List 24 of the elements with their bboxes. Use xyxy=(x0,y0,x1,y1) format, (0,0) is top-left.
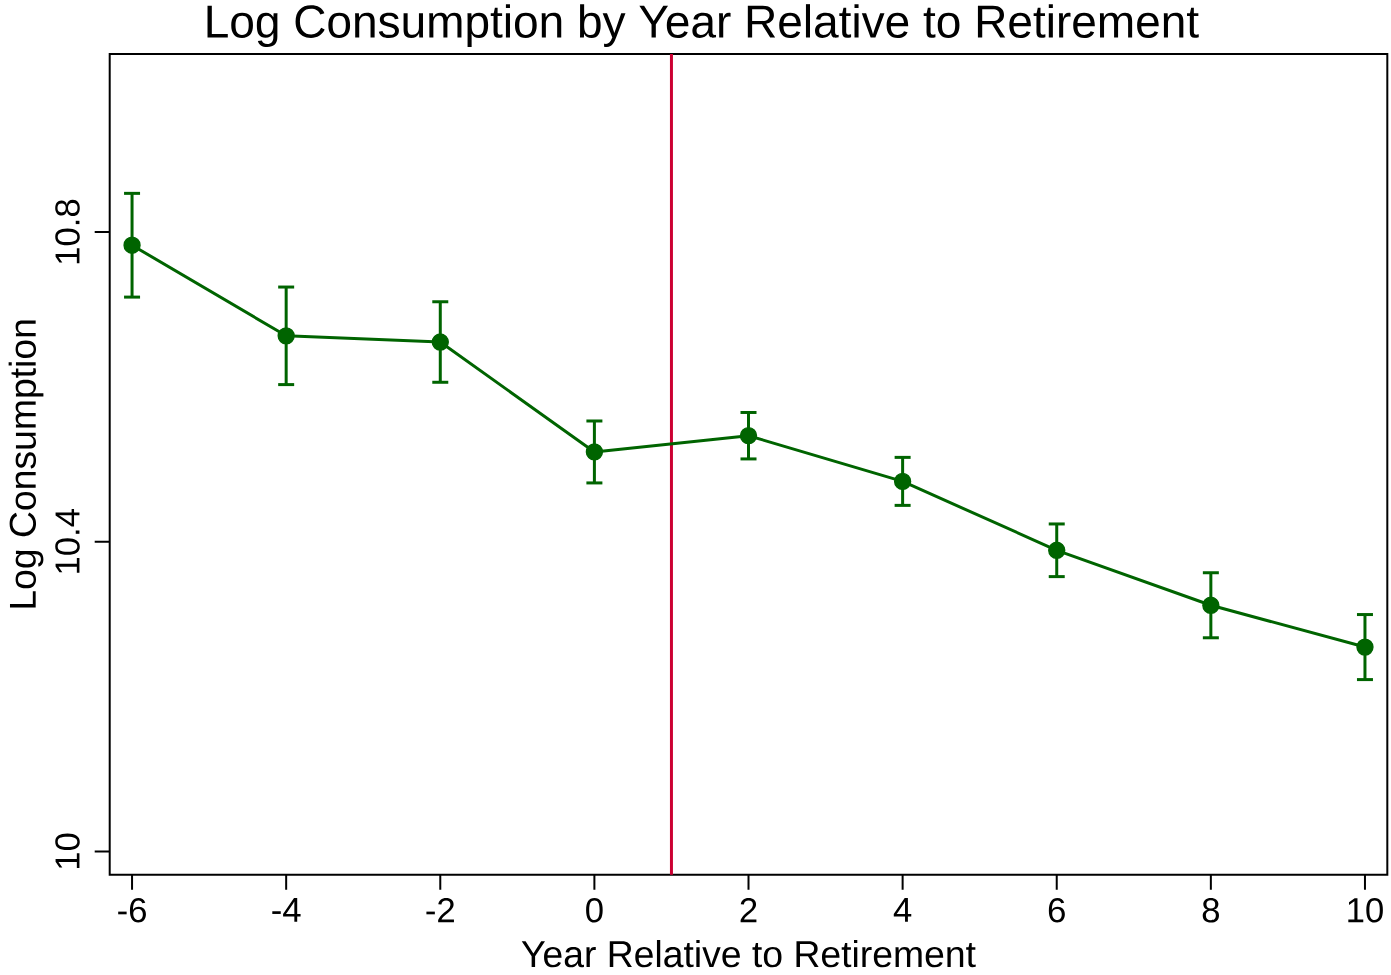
point xyxy=(1356,638,1374,656)
x-tick-label: -4 xyxy=(272,897,301,922)
point xyxy=(1202,596,1220,614)
y-tick-label: 10.8 xyxy=(55,199,80,264)
x-tick-label: 10 xyxy=(1348,897,1383,923)
y-tick-label: 10.4 xyxy=(55,509,80,573)
y-axis-title: Log Consumption xyxy=(8,320,44,608)
chart-title: Log Consumption by Year Relative to Retirement xyxy=(207,4,1199,48)
x-tick-label: -6 xyxy=(118,897,146,923)
x-axis-title: Year Relative to Retirement xyxy=(521,939,976,968)
point xyxy=(1048,541,1066,559)
x-tick-label: 2 xyxy=(740,897,757,923)
y-tick-label: 10 xyxy=(55,833,80,869)
point xyxy=(739,427,758,445)
x-tick-label: 8 xyxy=(1202,897,1219,923)
x-tick-label: 6 xyxy=(1048,897,1065,923)
point xyxy=(585,443,604,461)
point xyxy=(893,472,912,491)
x-tick-label: -2 xyxy=(426,897,454,923)
point xyxy=(277,327,295,345)
x-tick-label: 4 xyxy=(893,897,912,922)
point xyxy=(123,236,141,254)
x-tick-label: 0 xyxy=(586,897,603,923)
point xyxy=(431,333,449,351)
